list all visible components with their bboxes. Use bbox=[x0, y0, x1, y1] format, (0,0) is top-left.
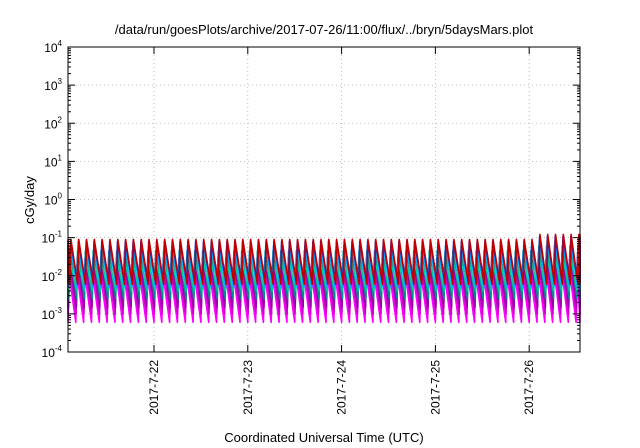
y-axis: 10-4 10-3 10-2 10-1 100 101 102 103 104 bbox=[42, 39, 580, 360]
chart-title: /data/run/goesPlots/archive/2017-07-26/1… bbox=[115, 22, 534, 37]
y-tick-label: 104 bbox=[44, 39, 62, 55]
x-axis: 2017-7-22 2017-7-23 2017-7-24 2017-7-25 2017… bbox=[147, 47, 536, 415]
y-axis-label: cGy/day bbox=[22, 176, 37, 224]
y-tick-label: 102 bbox=[44, 115, 62, 131]
y-tick-label: 101 bbox=[44, 153, 62, 169]
y-tick-label: 10-4 bbox=[42, 344, 63, 360]
series-line bbox=[67, 233, 581, 285]
x-tick-label: 2017-7-23 bbox=[241, 360, 255, 415]
x-tick-label: 2017-7-24 bbox=[335, 360, 349, 415]
y-tick-label: 103 bbox=[44, 77, 62, 93]
x-tick-label: 2017-7-25 bbox=[428, 360, 442, 415]
x-tick-label: 2017-7-26 bbox=[522, 360, 536, 415]
series-layer bbox=[67, 233, 581, 324]
y-tick-label: 10-2 bbox=[42, 268, 63, 284]
y-tick-label: 100 bbox=[44, 192, 62, 208]
y-tick-label: 10-1 bbox=[42, 230, 63, 246]
x-tick-label: 2017-7-22 bbox=[147, 360, 161, 415]
y-tick-label: 10-3 bbox=[42, 306, 63, 322]
x-axis-label: Coordinated Universal Time (UTC) bbox=[224, 430, 423, 445]
